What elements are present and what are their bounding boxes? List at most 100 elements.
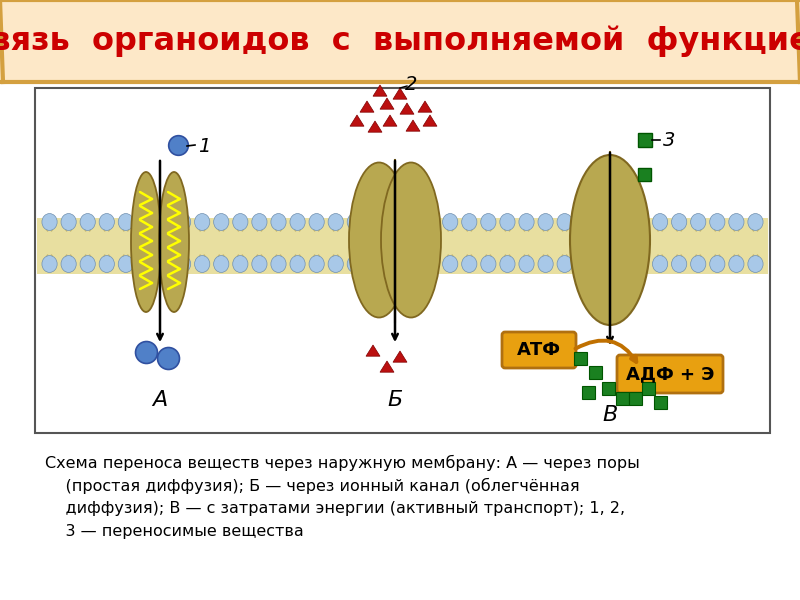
Ellipse shape [538, 214, 554, 230]
Ellipse shape [386, 214, 401, 230]
Bar [37, 218, 768, 274]
Ellipse shape [175, 214, 190, 230]
Ellipse shape [366, 256, 382, 272]
Ellipse shape [328, 214, 343, 230]
Ellipse shape [118, 214, 134, 230]
Ellipse shape [423, 214, 438, 230]
Ellipse shape [194, 256, 210, 272]
Ellipse shape [442, 214, 458, 230]
Ellipse shape [194, 214, 210, 230]
Text: 3 — переносимые вещества: 3 — переносимые вещества [45, 524, 304, 539]
Ellipse shape [233, 256, 248, 272]
Ellipse shape [557, 214, 572, 230]
Ellipse shape [252, 256, 267, 272]
Polygon shape [383, 115, 397, 126]
Ellipse shape [690, 256, 706, 272]
Ellipse shape [271, 256, 286, 272]
Ellipse shape [138, 256, 153, 272]
Point [139, 347, 152, 357]
Ellipse shape [710, 256, 725, 272]
Text: 2: 2 [405, 76, 418, 94]
Text: В: В [602, 405, 618, 425]
Ellipse shape [349, 163, 409, 317]
Ellipse shape [570, 155, 650, 325]
Bar [629, 392, 642, 405]
Ellipse shape [328, 256, 343, 272]
FancyBboxPatch shape [617, 355, 723, 393]
Bar [574, 352, 587, 365]
Ellipse shape [61, 256, 76, 272]
Polygon shape [400, 103, 414, 114]
Ellipse shape [614, 256, 630, 272]
Ellipse shape [671, 214, 686, 230]
Ellipse shape [729, 214, 744, 230]
Ellipse shape [381, 163, 441, 317]
Ellipse shape [42, 256, 57, 272]
Ellipse shape [347, 214, 362, 230]
Ellipse shape [80, 256, 95, 272]
Polygon shape [406, 120, 420, 131]
Polygon shape [423, 115, 437, 126]
Ellipse shape [131, 172, 161, 312]
Polygon shape [393, 88, 407, 99]
Ellipse shape [653, 214, 668, 230]
Text: Связь  органоидов  с  выполняемой  функцией: Связь органоидов с выполняемой функцией [0, 25, 800, 57]
Ellipse shape [405, 214, 420, 230]
Ellipse shape [423, 256, 438, 272]
Bar [602, 382, 615, 395]
Ellipse shape [214, 256, 229, 272]
Ellipse shape [214, 214, 229, 230]
Ellipse shape [519, 256, 534, 272]
Ellipse shape [61, 214, 76, 230]
Ellipse shape [99, 214, 114, 230]
Polygon shape [373, 85, 387, 96]
Bar [654, 396, 667, 409]
Ellipse shape [729, 256, 744, 272]
Ellipse shape [405, 256, 420, 272]
Ellipse shape [233, 214, 248, 230]
Ellipse shape [748, 214, 763, 230]
Ellipse shape [157, 256, 172, 272]
Ellipse shape [386, 256, 401, 272]
Ellipse shape [671, 256, 686, 272]
Bar [616, 392, 629, 405]
Bar [0, 0, 800, 82]
Bar [589, 366, 602, 379]
Text: АДФ + Э: АДФ + Э [626, 365, 714, 383]
Bar [642, 382, 655, 395]
Text: диффузия); В — с затратами энергии (активный транспорт); 1, 2,: диффузия); В — с затратами энергии (акти… [45, 501, 625, 516]
Ellipse shape [309, 214, 324, 230]
Ellipse shape [175, 256, 190, 272]
Ellipse shape [634, 214, 649, 230]
Polygon shape [380, 98, 394, 109]
Text: Схема переноса веществ через наружную мембрану: А — через поры: Схема переноса веществ через наружную ме… [45, 455, 640, 471]
Point [162, 353, 174, 363]
Ellipse shape [252, 214, 267, 230]
Text: Б: Б [387, 390, 402, 410]
Bar [35, 88, 770, 433]
Ellipse shape [138, 214, 153, 230]
Polygon shape [380, 361, 394, 372]
Ellipse shape [538, 256, 554, 272]
Ellipse shape [519, 214, 534, 230]
Bar [582, 386, 595, 399]
Text: АТФ: АТФ [517, 341, 561, 359]
Ellipse shape [500, 214, 515, 230]
Ellipse shape [710, 214, 725, 230]
Polygon shape [393, 351, 407, 362]
Ellipse shape [159, 172, 189, 312]
Ellipse shape [442, 256, 458, 272]
Polygon shape [350, 115, 364, 126]
Ellipse shape [118, 256, 134, 272]
FancyBboxPatch shape [502, 332, 576, 368]
Ellipse shape [157, 214, 172, 230]
Ellipse shape [595, 214, 610, 230]
Ellipse shape [634, 256, 649, 272]
Ellipse shape [462, 214, 477, 230]
Ellipse shape [614, 214, 630, 230]
Polygon shape [418, 101, 432, 112]
Ellipse shape [576, 256, 591, 272]
Ellipse shape [462, 256, 477, 272]
Polygon shape [360, 101, 374, 112]
Ellipse shape [481, 256, 496, 272]
